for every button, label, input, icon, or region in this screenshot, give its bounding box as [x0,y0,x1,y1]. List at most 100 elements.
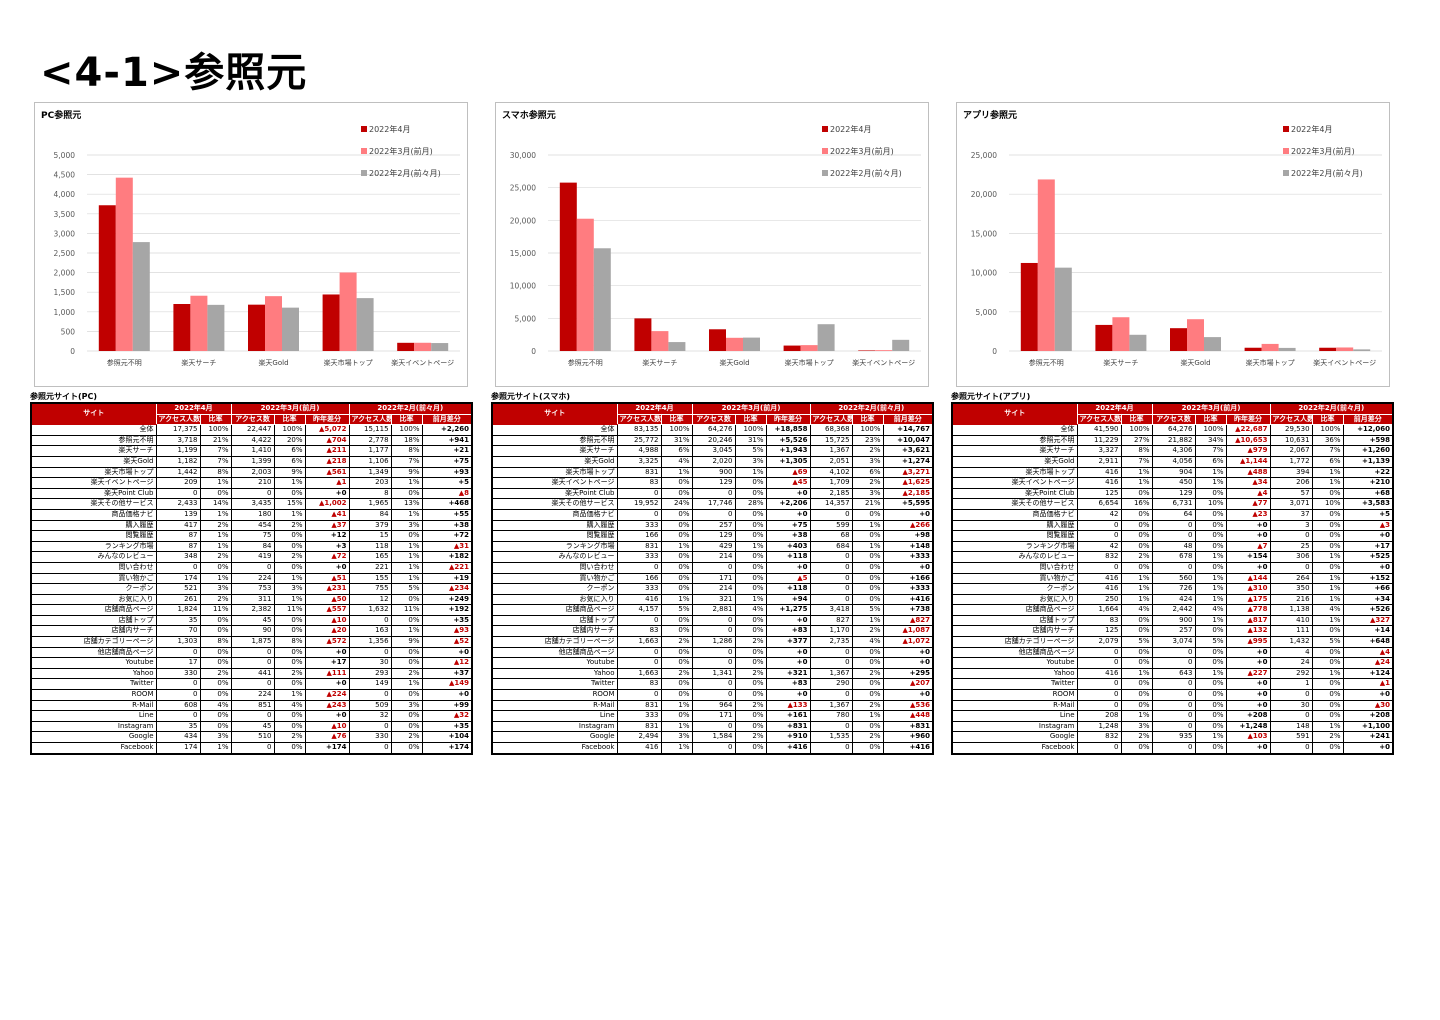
value-cell: 0% [660,561,693,574]
diff-cell: ▲536 [882,699,934,712]
value-cell: 1% [273,477,306,489]
value-cell: 434 [155,731,201,743]
table-row: Yahoo 330 2% 441 2% ▲111 293 2% +37 [30,667,473,680]
value-cell: 1% [199,540,232,553]
value-cell: 0 [230,678,275,691]
value-cell: 83 [616,678,662,691]
diff-cell: +0 [304,561,350,574]
table-row: Twitter 83 0% 0 0% +83 290 0% ▲207 [491,678,934,691]
row-label: Facebook [491,741,618,755]
value-cell: 1,709 [809,477,853,489]
value-cell: 7% [199,445,232,457]
value-cell: 0% [390,741,423,755]
bar [858,350,876,351]
value-cell: 75 [230,530,275,542]
value-cell: 416 [1076,466,1122,479]
value-cell: 1% [1311,477,1344,489]
table-row: 参照元不明 11,229 27% 21,882 34% ▲10,653 10,631 36% +… [951,434,1394,447]
value-cell: 13% [390,498,423,510]
table-row: 店舗商品ページ 1,824 11% 2,382 11% ▲557 1,632 11% +192 [30,604,473,616]
header-column: 比率 [851,413,884,426]
value-cell: 3,435 [230,498,275,510]
diff-cell: +468 [421,498,473,510]
value-cell: 84 [348,508,392,521]
bar [431,343,449,351]
table-row: ランキング市場 42 0% 48 0% ▲7 25 0% +17 [951,540,1394,553]
table-row: 楽天市場トップ 416 1% 904 1% ▲488 394 1% +22 [951,466,1394,479]
value-cell: 25,772 [616,434,662,447]
table-row: 楽天Point Club 125 0% 129 0% ▲4 57 0% +68 [951,487,1394,500]
value-cell: 0 [1151,720,1196,733]
value-cell: 17,375 [155,424,201,436]
value-cell: 2,051 [809,455,853,468]
row-label: Google [951,731,1078,743]
value-cell: 1,303 [155,636,201,648]
value-cell: 831 [616,699,662,712]
diff-cell: +99 [421,699,473,712]
value-cell: 0% [1311,741,1344,755]
diff-cell: +0 [1342,741,1394,755]
value-cell: 0 [1151,689,1196,701]
table-row: Twitter 0 0% 0 0% +0 149 1% ▲149 [30,678,473,691]
chart-pc-referrer: PC参照元 0 500 1,000 1,500 2,000 2,500 3,000 3,500 4… [34,102,468,387]
value-cell: 2% [851,625,884,638]
bar [743,337,760,351]
row-label: 購入履歴 [951,519,1078,532]
diff-cell: +1,248 [1225,720,1271,733]
value-cell: 0% [660,477,693,489]
value-cell: 0% [851,720,884,733]
diff-cell: +14,767 [882,424,934,436]
table-row: 楽天Gold 2,911 7% 4,056 6% ▲1,144 1,772 6% +1,139 [951,455,1394,468]
diff-cell: +1,305 [765,455,811,468]
row-label: Instagram [30,720,157,733]
value-cell: 129 [691,477,736,489]
value-cell: 0% [199,646,232,659]
diff-cell: +83 [765,625,811,638]
diff-cell: ▲557 [304,604,350,616]
value-cell: 0% [660,572,693,585]
value-cell: 1% [1311,466,1344,479]
x-tick-label: 楽天イベントページ [1313,358,1376,367]
diff-cell: ▲3 [1342,519,1394,532]
value-cell: 0 [1269,530,1313,542]
header-column: アクセス数 [1151,413,1196,426]
value-cell: 2% [851,667,884,680]
value-cell: 827 [809,614,853,627]
value-cell: 851 [230,699,275,712]
value-cell: 0% [1311,678,1344,691]
row-label: Youtube [30,657,157,669]
y-tick-label: 10,000 [510,282,536,291]
table-row: 店舗商品ページ 4,157 5% 2,881 4% +1,275 3,418 5% +738 [491,604,934,616]
value-cell: 591 [1269,731,1313,743]
bar [1095,324,1113,351]
table-title: 参照元サイト(スマホ) [491,392,571,401]
value-cell: 257 [691,519,736,532]
value-cell: 0% [199,487,232,500]
value-cell: 41,590 [1076,424,1122,436]
legend-swatch [822,126,828,132]
value-cell: 32 [348,710,392,722]
value-cell: 0 [348,741,392,755]
value-cell: 0% [1311,699,1344,712]
value-cell: 290 [809,678,853,691]
value-cell: 64,276 [1151,424,1196,436]
table-row: 店舗商品ページ 1,664 4% 2,442 4% ▲778 1,138 4% +526 [951,604,1394,616]
value-cell: 3% [660,731,693,743]
y-tick-label: 5,000 [976,308,998,317]
value-cell: 15,115 [348,424,392,436]
value-cell: 0% [734,646,767,659]
legend-swatch [822,148,828,154]
diff-cell: +83 [765,678,811,691]
row-label: 楽天サーチ [30,445,157,457]
value-cell: 14% [199,498,232,510]
diff-cell: ▲52 [421,636,473,648]
value-cell: 2% [660,667,693,680]
row-label: Youtube [491,657,618,669]
table-row: 閲覧履歴 0 0% 0 0% +0 0 0% +0 [951,530,1394,542]
diff-cell: +17 [1342,540,1394,553]
table-row: Instagram 1,248 3% 0 0% +1,248 148 1% +1,100 [951,720,1394,733]
bar [1037,179,1055,351]
table-row: Google 2,494 3% 1,584 2% +910 1,535 2% +960 [491,731,934,743]
value-cell: 831 [616,540,662,553]
table-row: 買い物かご 166 0% 171 0% ▲5 0 0% +166 [491,572,934,585]
